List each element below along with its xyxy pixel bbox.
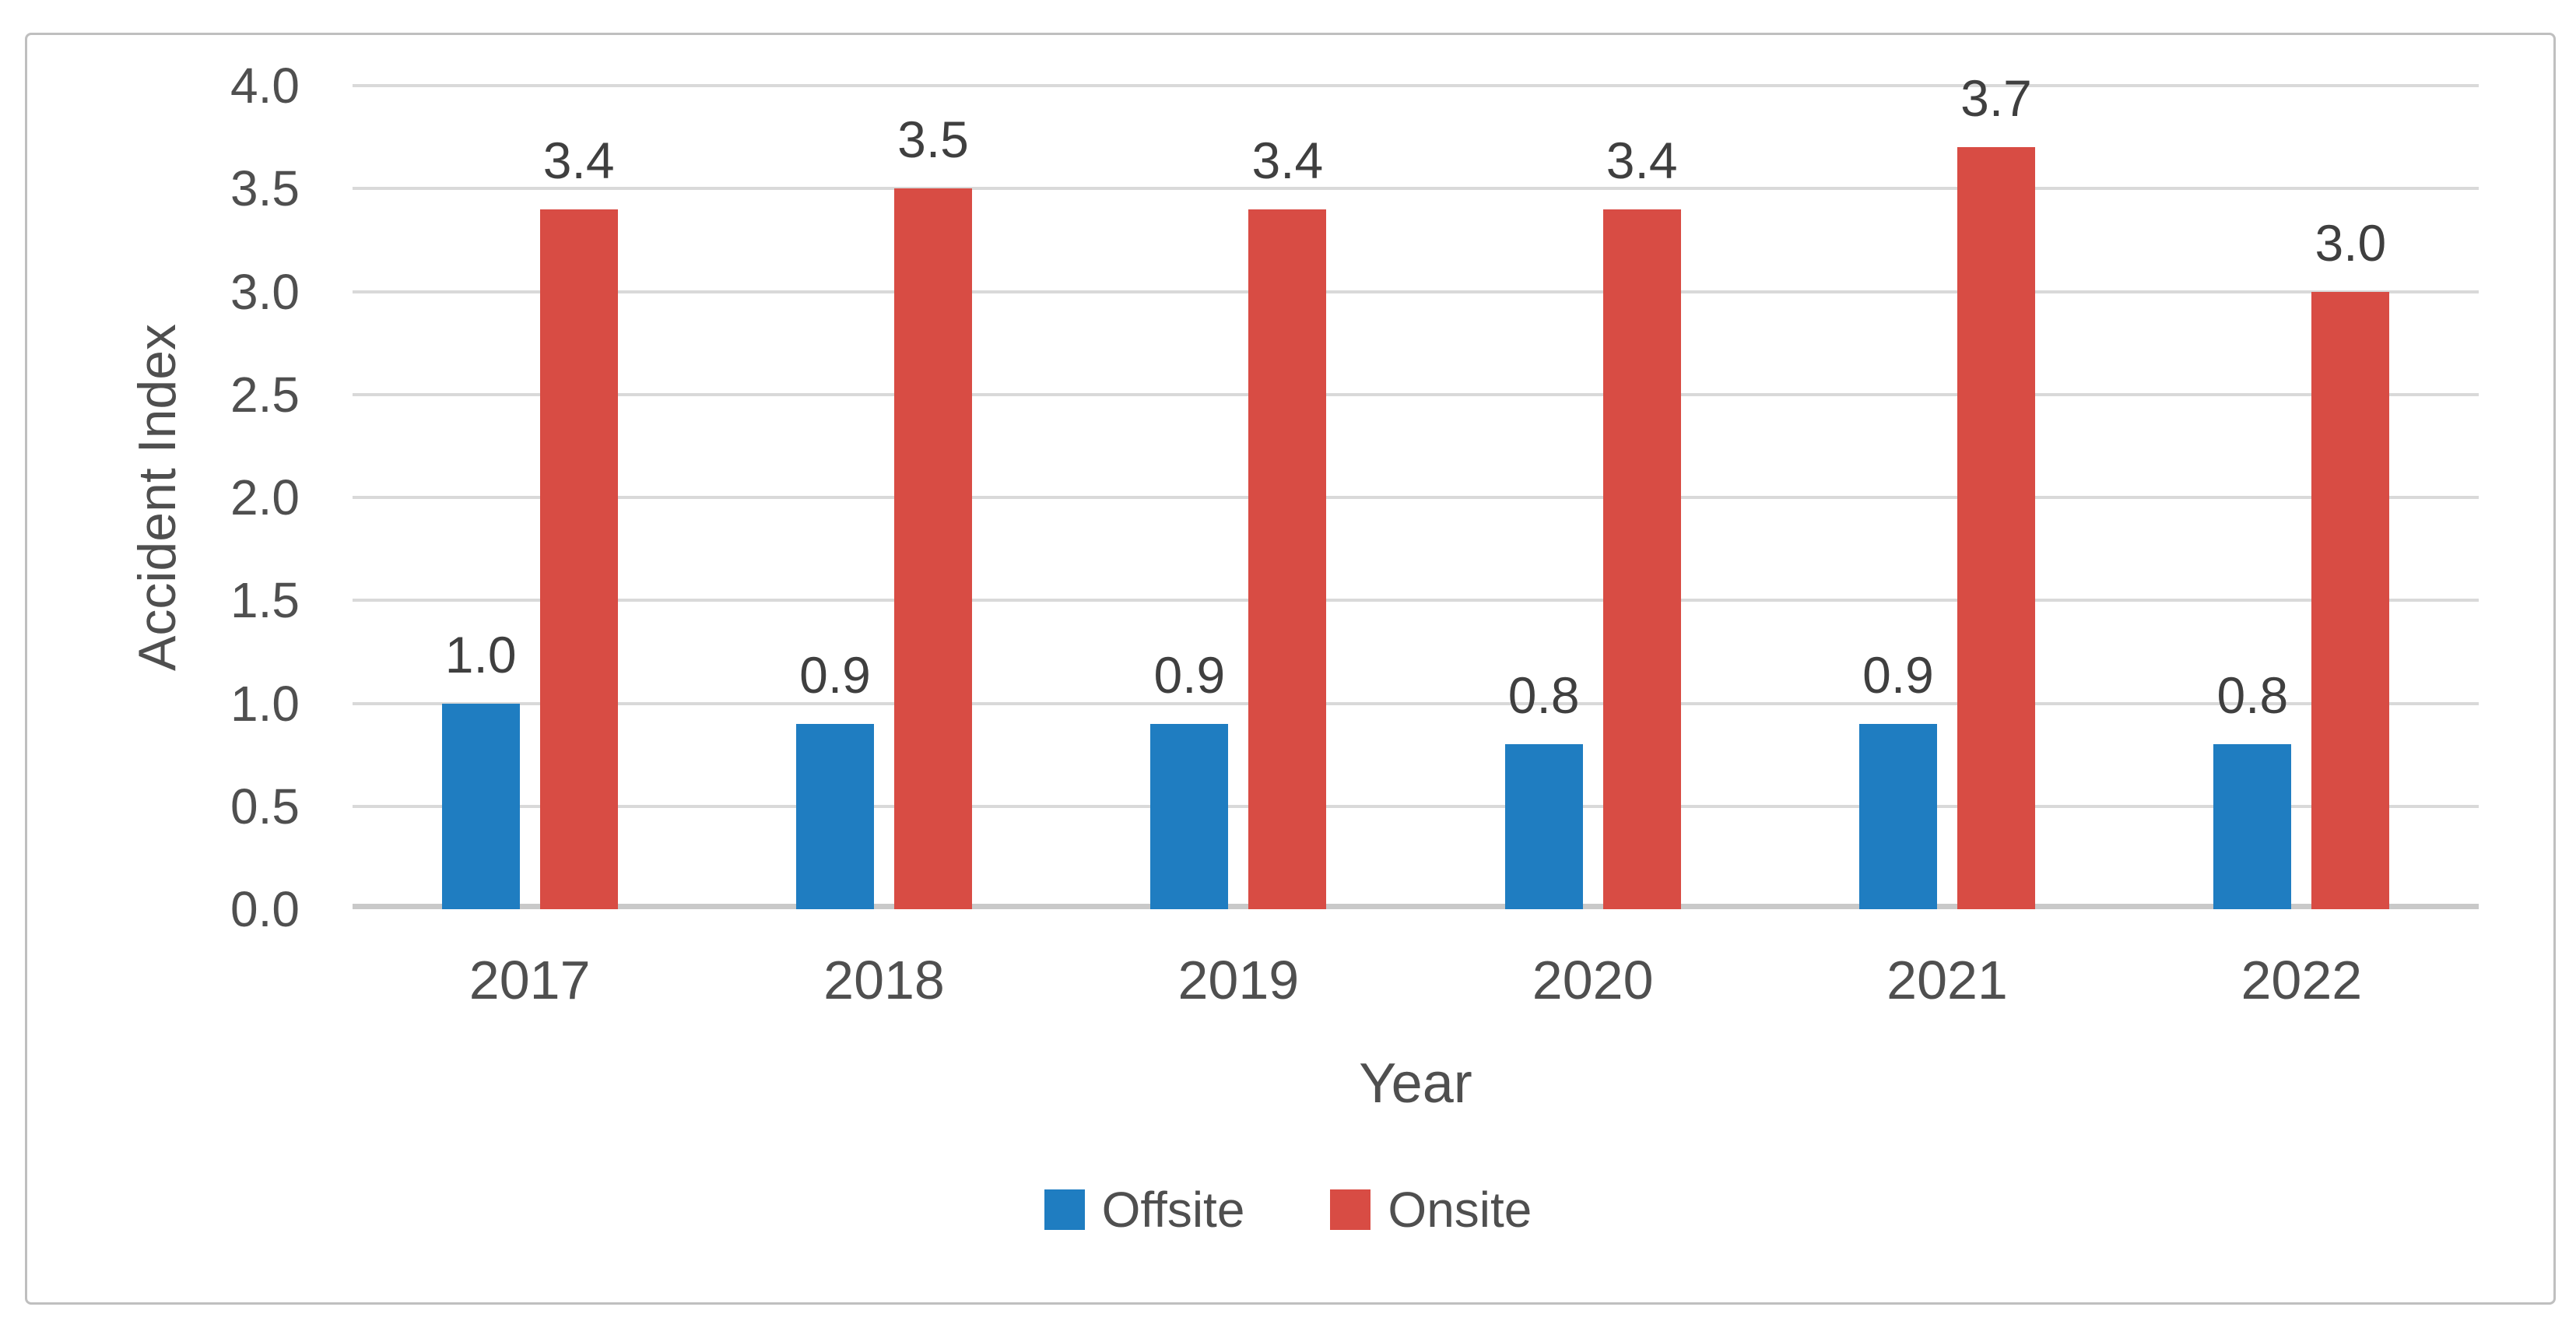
data-label-onsite-2018: 3.5 bbox=[897, 111, 969, 169]
bar-offsite-2021 bbox=[1859, 723, 1937, 909]
legend-label-offsite: Offsite bbox=[1101, 1182, 1245, 1238]
bar-onsite-2019 bbox=[1248, 209, 1327, 909]
y-tick-2.5: 2.5 bbox=[230, 366, 300, 423]
gridline-1.5 bbox=[353, 599, 2479, 603]
data-label-offsite-2020: 0.8 bbox=[1507, 666, 1580, 725]
offsite-legend-swatch-icon bbox=[1044, 1189, 1085, 1230]
y-tick-3.5: 3.5 bbox=[230, 160, 300, 217]
bar-onsite-2022 bbox=[2311, 291, 2390, 909]
x-axis-title: Year bbox=[1359, 1052, 1472, 1115]
y-tick-0.5: 0.5 bbox=[230, 778, 300, 834]
y-tick-0.0: 0.0 bbox=[230, 881, 300, 937]
y-tick-2.0: 2.0 bbox=[230, 469, 300, 525]
bar-onsite-2018 bbox=[894, 188, 972, 909]
x-tick-2020: 2020 bbox=[1532, 950, 1654, 1010]
bar-offsite-2019 bbox=[1150, 723, 1229, 909]
legend-item-offsite: Offsite bbox=[1044, 1182, 1245, 1238]
bar-onsite-2020 bbox=[1602, 209, 1681, 909]
bar-offsite-2020 bbox=[1504, 744, 1583, 909]
y-tick-3.0: 3.0 bbox=[230, 263, 300, 320]
gridline-4.0 bbox=[353, 84, 2479, 87]
data-label-offsite-2022: 0.8 bbox=[2216, 666, 2289, 725]
data-label-offsite-2021: 0.9 bbox=[1862, 645, 1934, 704]
gridline-2.5 bbox=[353, 392, 2479, 396]
gridline-1.0 bbox=[353, 701, 2479, 705]
bar-onsite-2017 bbox=[539, 209, 618, 909]
gridline-0.5 bbox=[353, 804, 2479, 808]
bar-onsite-2021 bbox=[1957, 147, 2035, 909]
data-label-offsite-2017: 1.0 bbox=[444, 625, 517, 683]
x-tick-2022: 2022 bbox=[2241, 950, 2363, 1010]
y-tick-4.0: 4.0 bbox=[230, 58, 300, 114]
onsite-legend-swatch-icon bbox=[1330, 1189, 1371, 1230]
legend-item-onsite: Onsite bbox=[1330, 1185, 1532, 1235]
data-label-offsite-2018: 0.9 bbox=[799, 645, 871, 704]
data-label-onsite-2019: 3.4 bbox=[1251, 131, 1324, 189]
y-tick-1.0: 1.0 bbox=[230, 675, 300, 732]
gridline-3.5 bbox=[353, 187, 2479, 191]
plot-area: 1.0 3.4 0.9 3.5 0.9 3.4 0.8 3.4 0.9 3.7 0.8 3.0 bbox=[353, 72, 2479, 909]
legend-label-onsite: Onsite bbox=[1388, 1182, 1532, 1238]
gridline-3.0 bbox=[353, 290, 2479, 293]
data-label-onsite-2022: 3.0 bbox=[2315, 213, 2387, 272]
x-tick-2019: 2019 bbox=[1177, 950, 1300, 1010]
legend: Offsite Onsite bbox=[0, 1185, 2576, 1235]
data-label-onsite-2017: 3.4 bbox=[542, 131, 615, 189]
gridline-2.0 bbox=[353, 496, 2479, 499]
x-tick-2018: 2018 bbox=[823, 950, 945, 1010]
bar-offsite-2022 bbox=[2213, 744, 2292, 909]
gridline-0.0 bbox=[353, 904, 2479, 909]
data-label-onsite-2021: 3.7 bbox=[1960, 69, 2032, 128]
y-tick-1.5: 1.5 bbox=[230, 572, 300, 629]
bar-offsite-2018 bbox=[796, 723, 874, 909]
bar-offsite-2017 bbox=[441, 703, 520, 909]
data-label-offsite-2019: 0.9 bbox=[1153, 645, 1226, 704]
data-label-onsite-2020: 3.4 bbox=[1606, 131, 1678, 189]
x-tick-2021: 2021 bbox=[1886, 950, 2008, 1010]
x-tick-2017: 2017 bbox=[469, 950, 591, 1010]
